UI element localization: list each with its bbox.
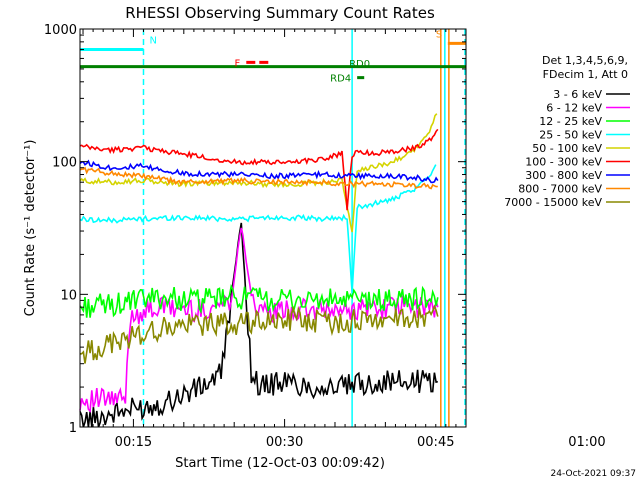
series-line: [79, 227, 439, 413]
x-axis-label: Start Time (12-Oct-03 00:09:42): [175, 456, 385, 471]
y-axis-label: Count Rate (s⁻¹ detector⁻¹): [23, 140, 38, 317]
y-tick-label: 10: [60, 288, 77, 303]
flag-label: N: [149, 36, 156, 47]
flag-layer: N S F RD0 RD4: [80, 29, 466, 85]
x-tick-label: 00:15: [115, 435, 152, 450]
y-tick-label: 100: [52, 156, 77, 171]
legend-label: 50 - 100 keV: [532, 142, 602, 155]
legend-label: 12 - 25 keV: [539, 115, 602, 128]
flag-label: F: [235, 58, 241, 69]
chart-title: RHESSI Observing Summary Count Rates: [125, 4, 435, 22]
plot-frame: [79, 28, 467, 428]
series-line: [79, 222, 439, 428]
footer-timestamp: 24-Oct-2021 09:37: [551, 469, 636, 479]
legend-label: 25 - 50 keV: [539, 129, 602, 142]
legend-header: FDecim 1, Att 0: [543, 68, 628, 81]
legend-label: 300 - 800 keV: [525, 169, 602, 182]
series-layer: [79, 113, 439, 428]
legend-label: 7000 - 15000 keV: [504, 196, 602, 209]
x-tick-label: 01:00: [568, 435, 605, 450]
legend-label: 100 - 300 keV: [525, 156, 602, 169]
y-axis: 1 10 100 1000: [44, 23, 466, 436]
series-line: [79, 304, 439, 364]
legend-label: 800 - 7000 keV: [518, 183, 602, 196]
series-line: [79, 166, 438, 190]
flag-label: S: [436, 29, 442, 40]
x-tick-label: 00:30: [266, 435, 303, 450]
legend-label: 6 - 12 keV: [546, 102, 602, 115]
series-line: [79, 128, 439, 211]
legend-header: Det 1,3,4,5,6,9,: [542, 54, 628, 67]
legend: Det 1,3,4,5,6,9,FDecim 1, Att 0 3 - 6 keV…: [504, 54, 630, 209]
x-tick-label: 00:45: [417, 435, 454, 450]
series-line: [79, 164, 437, 293]
legend-label: 3 - 6 keV: [553, 88, 602, 101]
y-tick-label: 1000: [44, 23, 77, 38]
series-line: [79, 159, 439, 184]
flag-label: RD0: [349, 59, 370, 70]
y-tick-label: 1: [69, 421, 77, 436]
flag-label: RD4: [330, 74, 351, 85]
series-line: [79, 113, 438, 233]
series-line: [79, 283, 439, 318]
